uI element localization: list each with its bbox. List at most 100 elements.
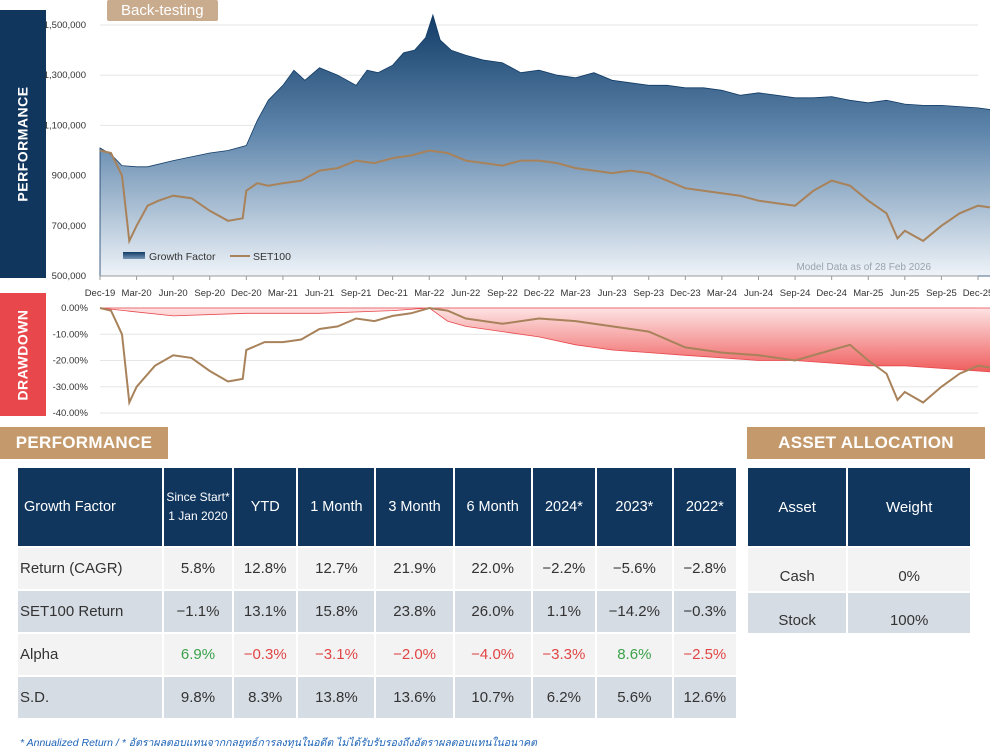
table-row: Cash 0% [748,548,970,591]
drawdown-side-label: DRAWDOWN [0,293,46,416]
asset-allocation-section-header: ASSET ALLOCATION [747,427,985,459]
growth-factor-drawdown-area [99,307,990,373]
x-tick-label: Mar-20 [122,288,152,299]
x-tick-label: Jun-20 [159,288,188,299]
x-tick-label: Jun-23 [598,288,627,299]
performance-x-axis: Dec-19 Mar-20 Jun-20 Sep-20 Dec-20 Mar-21 Jun-… [85,275,990,299]
col-header-asset: Asset [748,468,847,546]
row-label: SET100 Return [18,591,162,632]
x-tick-label: Sep-22 [487,288,518,299]
footnote: * Annualized Return / * อัตราผลตอบแทนจาก… [20,737,537,748]
table-cell: 12.8% [234,548,297,589]
table-cell: −3.3% [532,634,596,675]
performance-series [99,13,990,277]
table-cell: 13.1% [234,591,297,632]
x-tick-label: Sep-25 [926,288,957,299]
x-tick-label: Sep-24 [780,288,811,299]
y-tick-label: -10.00% [53,329,89,340]
table-cell: −4.0% [454,634,531,675]
y-tick-label: 0.00% [61,303,88,314]
table-cell: −5.6% [597,548,672,589]
table-cell: −1.1% [164,591,232,632]
y-tick-label: 700,000 [52,221,86,232]
x-tick-label: Jun-25 [890,288,919,299]
col-header-2023: 2023* [597,468,672,546]
drawdown-y-axis: 0.00% -10.00% -20.00% -30.00% -40.00% [53,303,89,419]
table-cell: −0.3% [234,634,297,675]
col-header-ytd: YTD [234,468,297,546]
table-cell: 13.6% [376,677,453,718]
table-row: S.D. 9.8% 8.3% 13.8% 13.6% 10.7% 6.2% 5.… [18,677,736,718]
x-tick-label: Sep-21 [341,288,372,299]
x-tick-label: Mar-24 [707,288,737,299]
growth-factor-area [99,13,990,277]
x-tick-label: Jun-24 [744,288,773,299]
table-cell: 5.8% [164,548,232,589]
x-tick-label: Dec-20 [231,288,262,299]
table-cell: 21.9% [376,548,453,589]
performance-legend: Growth Factor SET100 [123,251,291,263]
legend-label-set100: SET100 [253,251,291,263]
back-testing-tag: Back-testing [107,0,218,21]
performance-side-label: PERFORMANCE [0,10,46,278]
table-cell: 26.0% [454,591,531,632]
performance-section-header: PERFORMANCE [0,427,168,459]
y-tick-label: 1,100,000 [44,120,86,131]
table-cell: −3.1% [298,634,375,675]
table-cell: −2.0% [376,634,453,675]
col-header-since-start-line2: 1 Jan 2020 [168,509,228,523]
asset-weight: 0% [848,548,970,591]
table-cell: 9.8% [164,677,232,718]
table-cell: 1.1% [532,591,596,632]
set100-drawdown-line [99,306,990,407]
table-cell: 6.9% [164,634,232,675]
col-header-1-month: 1 Month [298,468,375,546]
table-cell: 6.2% [532,677,596,718]
model-data-note: Model Data as of 28 Feb 2026 [796,262,931,273]
table-cell: 8.3% [234,677,297,718]
col-header-since-start: Since Start* 1 Jan 2020 [164,468,232,546]
table-cell: 5.6% [597,677,672,718]
legend-swatch-growth-factor [123,252,145,259]
performance-y-axis: 500,000 700,000 900,000 1,100,000 1,300,000 1… [44,20,86,282]
col-header-weight: Weight [848,468,970,546]
row-label: Alpha [18,634,162,675]
y-tick-label: -30.00% [53,382,89,393]
x-tick-label: Dec-24 [816,288,847,299]
x-tick-label: Sep-20 [194,288,225,299]
table-row: SET100 Return −1.1% 13.1% 15.8% 23.8% 26… [18,591,736,632]
drawdown-series [99,306,990,407]
performance-table-header: Growth Factor Since Start* 1 Jan 2020 YT… [18,468,736,546]
x-tick-label: Jun-22 [451,288,480,299]
x-tick-label: Dec-19 [85,288,116,299]
table-cell: 15.8% [298,591,375,632]
table-cell: −0.3% [673,591,736,632]
table-cell: 12.7% [298,548,375,589]
x-tick-label: Mar-22 [414,288,444,299]
x-tick-label: Dec-22 [524,288,555,299]
col-header-2022: 2022* [673,468,736,546]
table-cell: −2.5% [673,634,736,675]
table-cell: 13.8% [298,677,375,718]
asset-allocation-table: Asset Weight Cash 0% Stock 100% [746,466,972,635]
col-header-since-start-line1: Since Start* [166,490,230,504]
x-tick-label: Mar-21 [268,288,298,299]
x-tick-label: Dec-21 [377,288,408,299]
x-tick-label: Mar-23 [561,288,591,299]
row-label: S.D. [18,677,162,718]
y-tick-label: 900,000 [52,171,86,182]
table-cell: 12.6% [673,677,736,718]
col-header-2024: 2024* [532,468,596,546]
table-cell: 22.0% [454,548,531,589]
table-cell: −2.8% [673,548,736,589]
y-tick-label: 1,500,000 [44,20,86,31]
asset-name: Cash [748,548,847,591]
asset-allocation-header: Asset Weight [748,468,970,546]
x-tick-label: Sep-23 [633,288,664,299]
table-cell: −14.2% [597,591,672,632]
y-tick-label: -20.00% [53,356,89,367]
row-label: Return (CAGR) [18,548,162,589]
col-header-growth-factor: Growth Factor [18,468,162,546]
set100-line [99,149,990,245]
